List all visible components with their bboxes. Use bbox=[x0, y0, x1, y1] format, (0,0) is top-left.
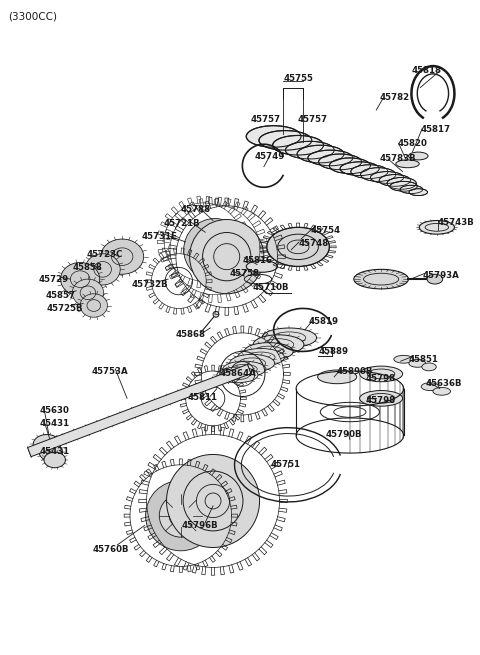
Text: 45732B: 45732B bbox=[131, 280, 168, 289]
Text: 45890B: 45890B bbox=[336, 367, 372, 376]
Text: (3300CC): (3300CC) bbox=[8, 11, 57, 21]
Text: 45811: 45811 bbox=[187, 394, 217, 402]
Ellipse shape bbox=[259, 130, 312, 150]
Text: 45748: 45748 bbox=[299, 239, 329, 248]
Text: 45749: 45749 bbox=[254, 152, 285, 161]
Text: 45731E: 45731E bbox=[141, 233, 177, 241]
Ellipse shape bbox=[297, 145, 344, 163]
Text: 45783B: 45783B bbox=[379, 154, 416, 163]
Text: 45754: 45754 bbox=[311, 227, 341, 235]
Ellipse shape bbox=[390, 181, 417, 191]
Text: 45721B: 45721B bbox=[164, 219, 200, 227]
Text: 45851: 45851 bbox=[408, 356, 438, 364]
Ellipse shape bbox=[319, 154, 361, 170]
Text: 45743B: 45743B bbox=[438, 217, 475, 227]
Text: 45817: 45817 bbox=[420, 124, 450, 134]
Ellipse shape bbox=[419, 221, 455, 234]
Text: 45758: 45758 bbox=[229, 269, 260, 278]
Text: 45858: 45858 bbox=[73, 263, 103, 272]
Ellipse shape bbox=[318, 370, 357, 384]
Ellipse shape bbox=[262, 328, 317, 348]
Text: 45729: 45729 bbox=[39, 275, 69, 284]
Text: 45816: 45816 bbox=[242, 255, 272, 265]
Ellipse shape bbox=[286, 141, 334, 159]
Text: 45819: 45819 bbox=[309, 317, 339, 326]
Ellipse shape bbox=[371, 172, 404, 183]
Text: 45864A: 45864A bbox=[219, 369, 256, 378]
Text: 45753A: 45753A bbox=[91, 367, 128, 376]
Text: 45723C: 45723C bbox=[86, 250, 123, 259]
Ellipse shape bbox=[229, 354, 275, 372]
Ellipse shape bbox=[400, 185, 423, 193]
Ellipse shape bbox=[379, 174, 410, 186]
Text: 45431: 45431 bbox=[39, 419, 69, 428]
Ellipse shape bbox=[80, 294, 108, 317]
Text: 45710B: 45710B bbox=[252, 283, 288, 292]
Ellipse shape bbox=[408, 152, 428, 160]
Text: 45889: 45889 bbox=[319, 346, 348, 356]
Ellipse shape bbox=[244, 343, 293, 360]
Text: 45796B: 45796B bbox=[182, 521, 219, 529]
Ellipse shape bbox=[409, 189, 428, 196]
Ellipse shape bbox=[253, 335, 304, 354]
Ellipse shape bbox=[217, 367, 258, 383]
Ellipse shape bbox=[394, 356, 413, 363]
Ellipse shape bbox=[354, 269, 408, 289]
Text: 45798: 45798 bbox=[365, 396, 396, 405]
Text: 45757: 45757 bbox=[298, 115, 328, 124]
Ellipse shape bbox=[101, 239, 144, 274]
Ellipse shape bbox=[33, 434, 60, 454]
Text: 45431: 45431 bbox=[39, 447, 69, 457]
Text: 45868: 45868 bbox=[176, 330, 205, 339]
Text: 45751: 45751 bbox=[270, 460, 300, 469]
Ellipse shape bbox=[351, 165, 388, 178]
Ellipse shape bbox=[409, 360, 426, 367]
Ellipse shape bbox=[72, 279, 104, 307]
Ellipse shape bbox=[44, 452, 65, 468]
Ellipse shape bbox=[60, 263, 100, 296]
Text: 45788: 45788 bbox=[180, 205, 211, 214]
Text: 45798: 45798 bbox=[365, 374, 396, 383]
Text: 45636B: 45636B bbox=[425, 379, 462, 388]
Ellipse shape bbox=[246, 261, 277, 272]
Ellipse shape bbox=[360, 390, 403, 406]
Text: 45755: 45755 bbox=[283, 74, 313, 83]
Text: 45760B: 45760B bbox=[92, 545, 129, 554]
Text: 45630: 45630 bbox=[39, 406, 69, 415]
Circle shape bbox=[184, 219, 246, 281]
Text: 45793A: 45793A bbox=[422, 271, 459, 280]
Text: 45820: 45820 bbox=[398, 140, 428, 149]
Ellipse shape bbox=[421, 383, 439, 390]
Ellipse shape bbox=[246, 126, 301, 147]
Ellipse shape bbox=[267, 227, 329, 267]
Ellipse shape bbox=[396, 160, 419, 168]
Ellipse shape bbox=[387, 178, 416, 189]
Ellipse shape bbox=[422, 363, 436, 371]
Circle shape bbox=[190, 219, 264, 294]
Text: 45725B: 45725B bbox=[46, 303, 83, 312]
Text: 45857: 45857 bbox=[46, 291, 75, 300]
Text: 45818: 45818 bbox=[412, 66, 442, 75]
Ellipse shape bbox=[360, 168, 396, 181]
Text: 45782: 45782 bbox=[379, 94, 409, 102]
Text: 45790B: 45790B bbox=[326, 430, 362, 439]
Ellipse shape bbox=[329, 158, 371, 174]
Ellipse shape bbox=[308, 150, 353, 166]
Circle shape bbox=[167, 455, 260, 548]
Circle shape bbox=[159, 494, 202, 537]
Ellipse shape bbox=[85, 253, 120, 285]
Ellipse shape bbox=[273, 136, 324, 155]
Ellipse shape bbox=[427, 274, 443, 284]
Ellipse shape bbox=[433, 387, 451, 395]
Ellipse shape bbox=[340, 162, 379, 176]
Circle shape bbox=[145, 481, 216, 551]
Ellipse shape bbox=[223, 361, 266, 377]
Ellipse shape bbox=[238, 348, 284, 366]
Ellipse shape bbox=[39, 443, 62, 461]
Text: 45757: 45757 bbox=[251, 115, 281, 124]
Circle shape bbox=[213, 311, 219, 317]
Ellipse shape bbox=[360, 366, 403, 382]
Polygon shape bbox=[27, 364, 251, 457]
